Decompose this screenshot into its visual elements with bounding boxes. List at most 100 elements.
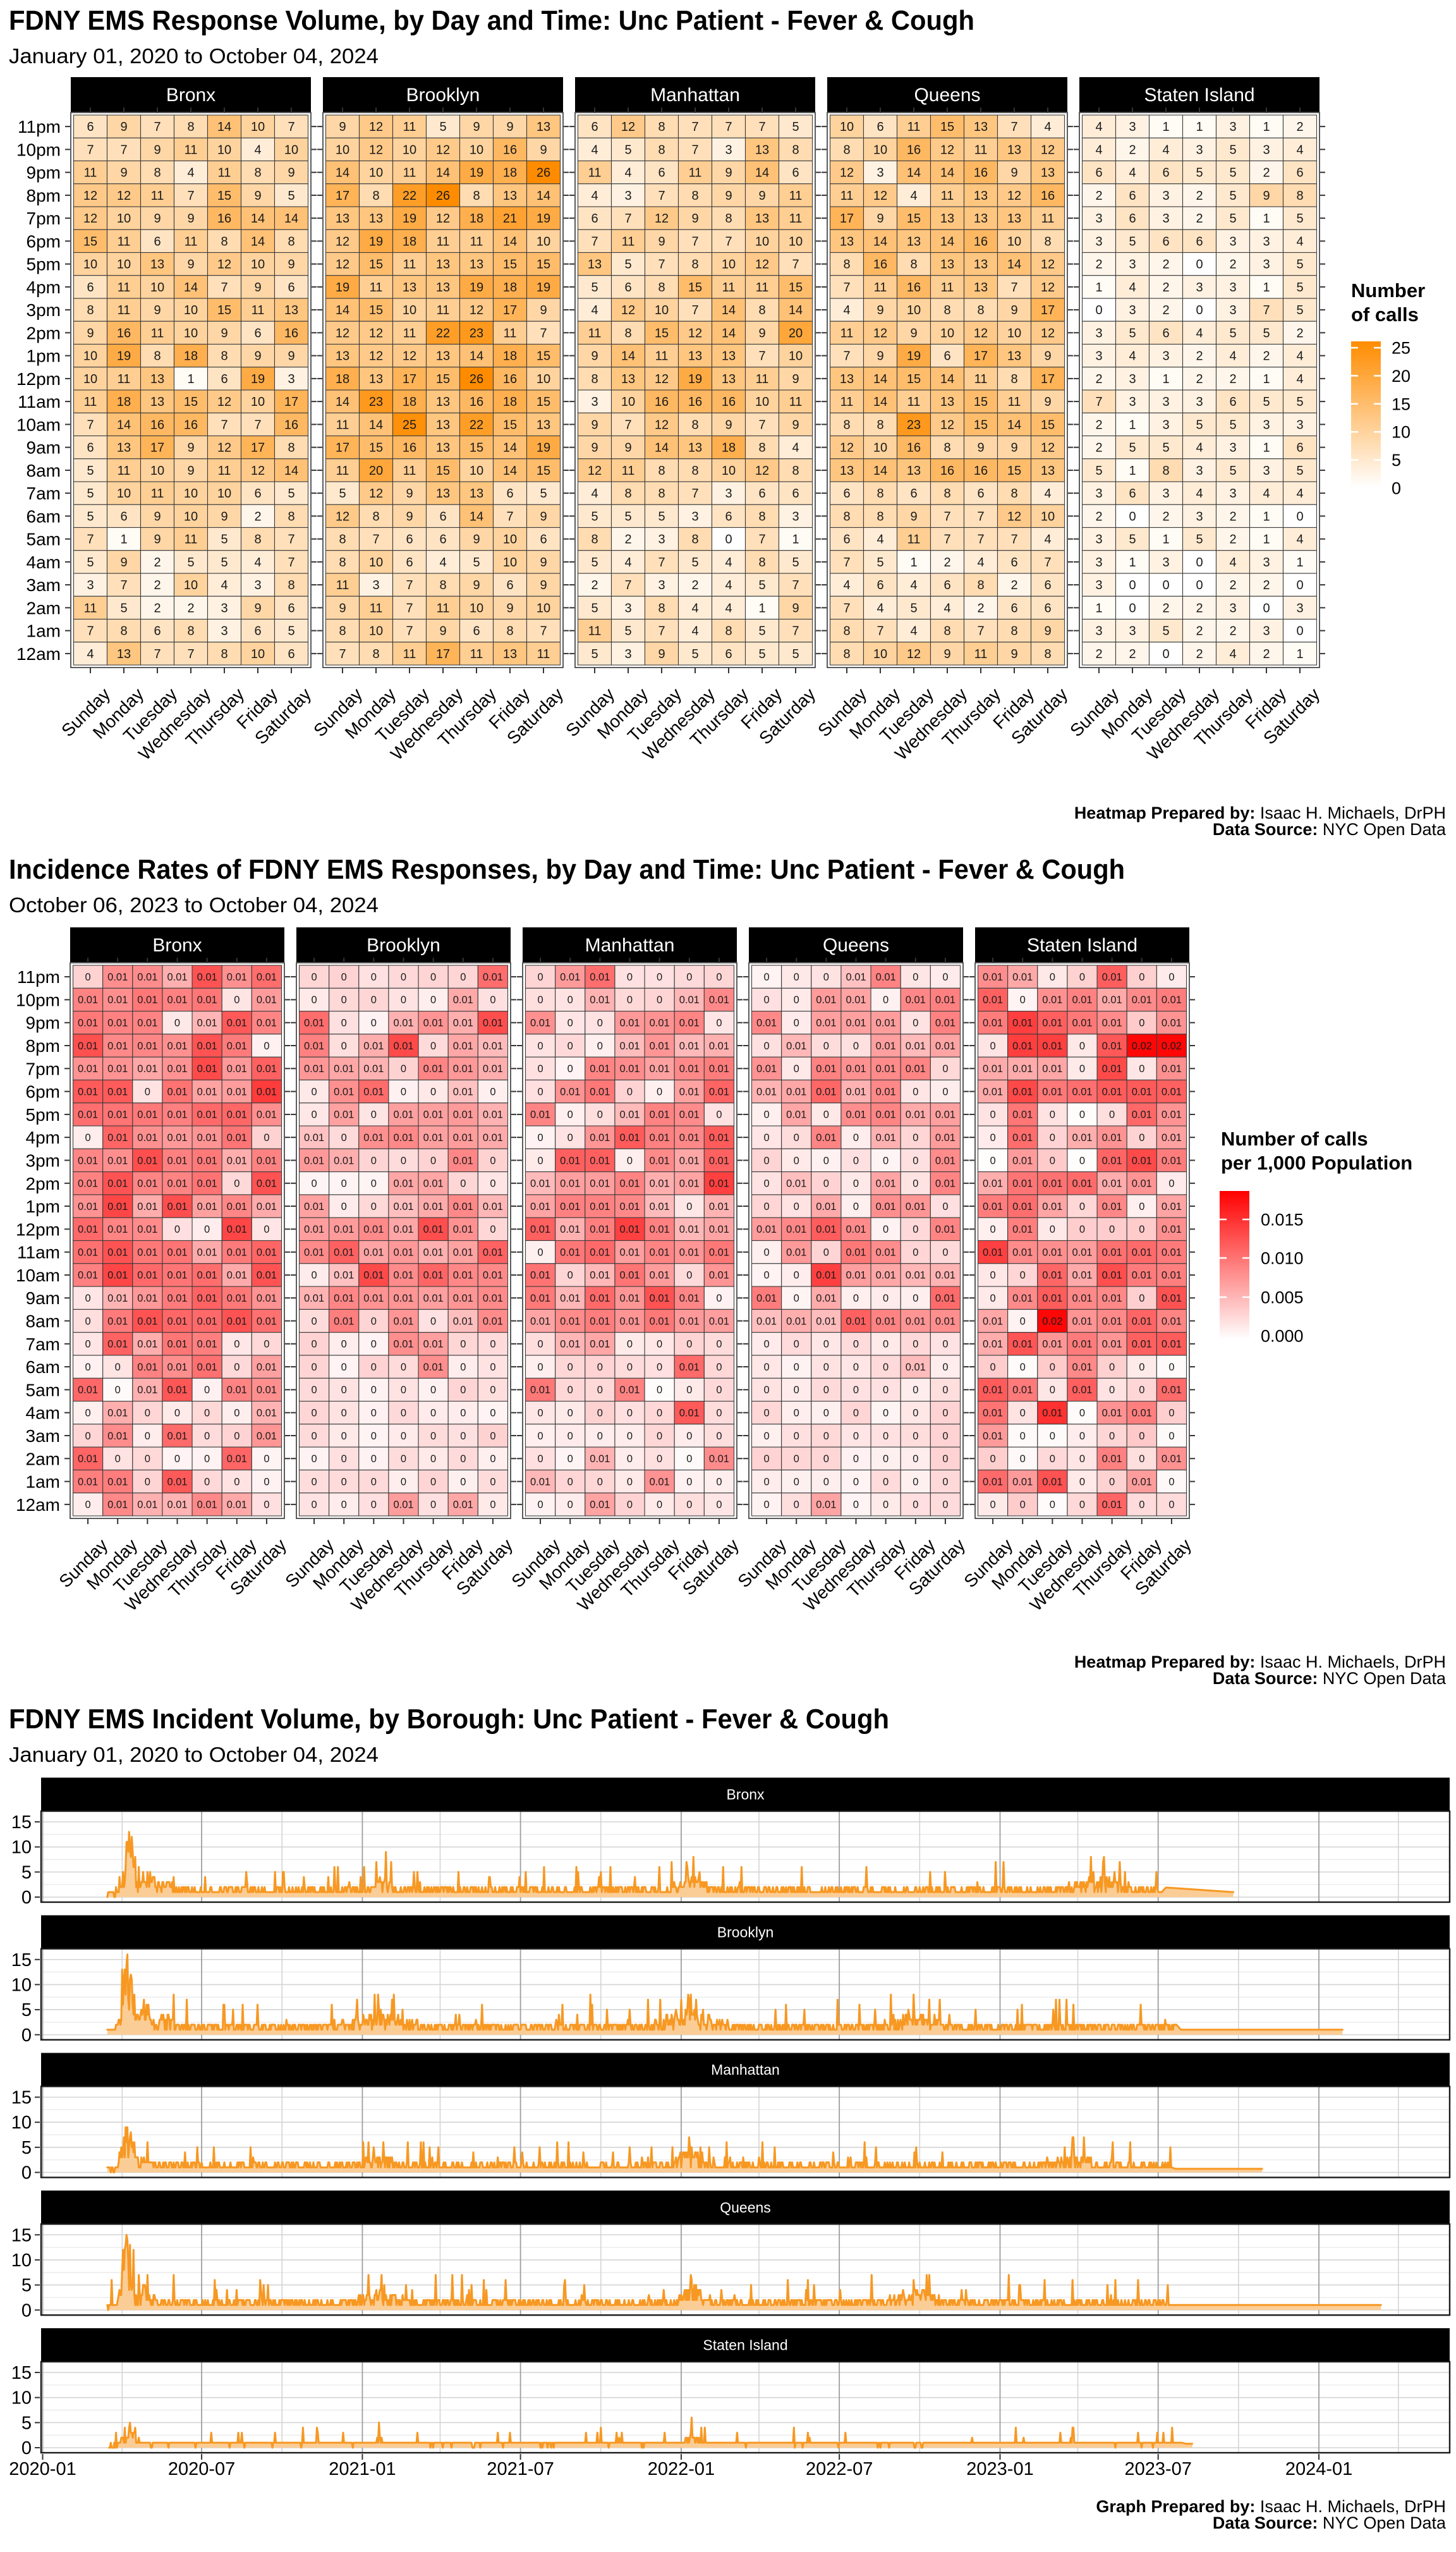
svg-text:0: 0 <box>1079 1201 1085 1212</box>
svg-text:0.01: 0.01 <box>334 1247 354 1258</box>
svg-text:0: 0 <box>567 1270 573 1281</box>
svg-text:0.01: 0.01 <box>1162 1201 1182 1212</box>
svg-text:16: 16 <box>184 418 198 432</box>
svg-text:12: 12 <box>655 372 669 386</box>
svg-text:0.01: 0.01 <box>530 1384 550 1396</box>
svg-text:5am: 5am <box>26 1380 60 1400</box>
svg-text:8: 8 <box>877 510 883 523</box>
svg-text:0.01: 0.01 <box>1132 1178 1152 1190</box>
svg-text:0: 0 <box>942 1384 948 1396</box>
svg-text:0: 0 <box>1139 972 1144 983</box>
svg-text:0: 0 <box>823 1431 829 1442</box>
svg-text:11: 11 <box>118 372 131 386</box>
svg-text:0: 0 <box>234 1339 240 1350</box>
svg-text:0.01: 0.01 <box>107 1293 128 1304</box>
svg-text:18: 18 <box>403 235 416 248</box>
svg-text:0.01: 0.01 <box>197 1086 217 1097</box>
svg-text:0.01: 0.01 <box>393 1339 413 1350</box>
svg-text:0: 0 <box>21 2025 32 2046</box>
svg-text:5: 5 <box>1229 212 1236 226</box>
svg-text:4: 4 <box>1296 143 1303 157</box>
svg-text:Data Source: NYC Open Data: Data Source: NYC Open Data <box>1213 820 1447 839</box>
svg-text:13: 13 <box>722 350 736 363</box>
svg-text:4: 4 <box>1095 143 1102 157</box>
svg-text:0.01: 0.01 <box>107 1132 128 1144</box>
svg-text:9: 9 <box>792 372 799 386</box>
svg-text:20: 20 <box>369 464 383 478</box>
svg-text:14: 14 <box>503 235 517 248</box>
svg-text:6: 6 <box>658 166 665 180</box>
svg-text:0.01: 0.01 <box>78 1018 98 1029</box>
svg-text:5: 5 <box>288 625 294 638</box>
svg-text:13: 13 <box>1007 143 1021 157</box>
svg-text:0.01: 0.01 <box>876 1270 896 1281</box>
svg-text:0.01: 0.01 <box>304 1018 324 1029</box>
svg-text:0.01: 0.01 <box>679 1224 700 1235</box>
svg-text:12: 12 <box>1041 441 1055 455</box>
svg-text:7: 7 <box>792 578 799 592</box>
svg-text:0.01: 0.01 <box>619 1041 640 1052</box>
svg-text:6am: 6am <box>26 1357 60 1377</box>
svg-text:0: 0 <box>1196 258 1203 272</box>
svg-text:0.01: 0.01 <box>1012 1384 1033 1396</box>
svg-text:0.01: 0.01 <box>590 994 610 1006</box>
svg-text:6: 6 <box>1044 578 1051 592</box>
svg-text:3: 3 <box>1196 510 1203 523</box>
svg-text:9: 9 <box>877 212 883 226</box>
svg-text:0.01: 0.01 <box>906 1063 926 1075</box>
svg-text:0: 0 <box>21 1888 32 1908</box>
svg-text:0.01: 0.01 <box>1102 1086 1122 1097</box>
svg-text:12: 12 <box>217 441 231 455</box>
svg-text:6: 6 <box>1162 326 1169 340</box>
svg-text:2: 2 <box>1263 166 1270 180</box>
svg-text:0: 0 <box>763 994 769 1006</box>
svg-text:0.01: 0.01 <box>1012 1018 1033 1029</box>
svg-text:2: 2 <box>1162 258 1169 272</box>
svg-text:0: 0 <box>716 1362 722 1373</box>
svg-text:10: 10 <box>184 487 198 501</box>
svg-text:0.01: 0.01 <box>78 1041 98 1052</box>
svg-text:8: 8 <box>473 189 480 203</box>
svg-text:11: 11 <box>974 647 988 661</box>
svg-text:10: 10 <box>873 647 887 661</box>
svg-text:0.01: 0.01 <box>257 1270 277 1281</box>
svg-text:4: 4 <box>1095 120 1102 134</box>
svg-text:13: 13 <box>503 647 517 661</box>
svg-text:9: 9 <box>1044 395 1051 409</box>
svg-text:0.01: 0.01 <box>137 1316 157 1327</box>
svg-text:2023-01: 2023-01 <box>966 2459 1033 2479</box>
svg-text:19: 19 <box>907 350 921 363</box>
svg-text:0: 0 <box>264 1453 269 1465</box>
svg-text:0.01: 0.01 <box>619 1384 640 1396</box>
svg-text:6: 6 <box>977 487 984 501</box>
svg-text:9: 9 <box>254 189 261 203</box>
svg-text:0.01: 0.01 <box>167 1384 187 1396</box>
svg-text:0.01: 0.01 <box>107 1224 128 1235</box>
svg-text:0.01: 0.01 <box>227 1384 247 1396</box>
svg-text:6: 6 <box>1010 601 1017 615</box>
svg-text:10: 10 <box>251 647 265 661</box>
svg-text:4: 4 <box>725 601 732 615</box>
svg-text:19: 19 <box>117 350 131 363</box>
svg-text:0.01: 0.01 <box>257 1431 277 1442</box>
svg-text:0: 0 <box>430 1041 436 1052</box>
svg-text:0.01: 0.01 <box>816 1316 836 1327</box>
svg-text:5: 5 <box>1392 451 1401 470</box>
svg-text:0.015: 0.015 <box>1261 1211 1304 1230</box>
svg-text:10: 10 <box>217 143 231 157</box>
svg-text:11: 11 <box>118 281 131 295</box>
svg-text:0.01: 0.01 <box>560 1247 580 1258</box>
svg-text:0: 0 <box>913 1086 918 1097</box>
svg-text:0.01: 0.01 <box>423 1270 444 1281</box>
svg-text:0.01: 0.01 <box>453 1063 473 1075</box>
svg-text:0: 0 <box>823 1453 829 1465</box>
svg-text:4: 4 <box>1296 533 1303 547</box>
svg-text:5: 5 <box>758 647 765 661</box>
svg-text:18: 18 <box>336 372 349 386</box>
svg-text:2: 2 <box>1196 212 1203 226</box>
svg-text:3: 3 <box>1162 395 1169 409</box>
svg-text:3: 3 <box>1162 350 1169 363</box>
svg-text:0: 0 <box>567 1063 573 1075</box>
svg-text:9: 9 <box>506 120 513 134</box>
svg-text:7: 7 <box>658 189 665 203</box>
